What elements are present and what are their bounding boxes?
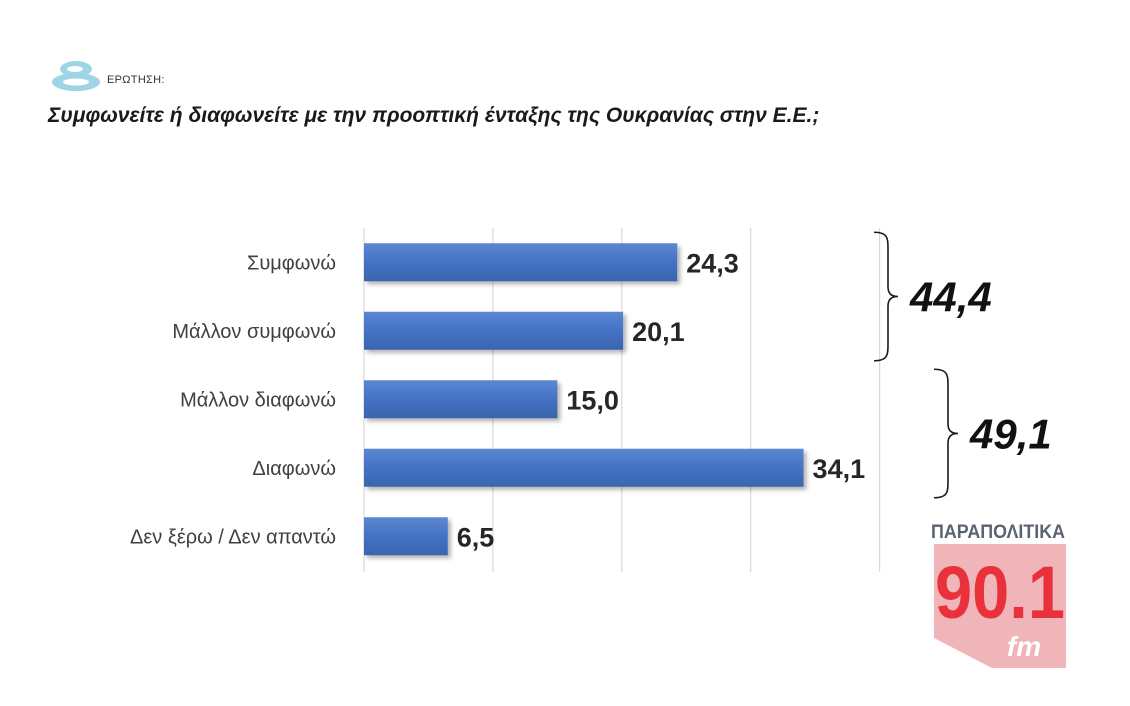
question-prefix: ΕΡΩΤΗΣΗ:	[107, 74, 165, 86]
value-label: 6,5	[457, 522, 495, 552]
category-label: Μάλλον συμφωνώ	[172, 321, 336, 343]
value-labels: 24,3 20,1 15,0 34,1 6,5	[457, 248, 865, 552]
brand-band: fm	[1007, 631, 1041, 662]
value-label: 34,1	[813, 454, 866, 484]
category-label: Συμφωνώ	[247, 252, 336, 274]
bar	[364, 448, 804, 487]
question-number-logo	[52, 61, 100, 91]
group-totals: 44,4 49,1	[873, 231, 1052, 499]
category-label: Διαφωνώ	[252, 458, 336, 480]
group-brace	[933, 368, 959, 499]
bar	[364, 517, 448, 556]
category-labels: Συμφωνώ Μάλλον συμφωνώ Μάλλον διαφωνώ Διαφω…	[130, 252, 336, 548]
group-brace	[873, 231, 899, 362]
gridlines	[363, 228, 881, 572]
group-total-label: 49,1	[969, 411, 1052, 458]
bar	[364, 380, 558, 419]
brand-name: ΠΑΡΑΠΟΛΙΤΙΚΑ	[931, 522, 1065, 543]
bars	[364, 243, 804, 556]
category-label: Δεν ξέρω / Δεν απαντώ	[130, 526, 336, 548]
group-total-label: 44,4	[909, 274, 992, 321]
value-label: 15,0	[566, 385, 619, 415]
bar	[364, 243, 678, 282]
question-title: Συμφωνείτε ή διαφωνείτε με την προοπτική…	[48, 104, 820, 127]
category-label: Μάλλον διαφωνώ	[180, 389, 336, 411]
value-label: 20,1	[632, 317, 685, 347]
brand-badge	[934, 544, 1066, 668]
brand-logo: ΠΑΡΑΠΟΛΙΤΙΚΑ 90.1 fm	[931, 522, 1066, 668]
brand-frequency: 90.1	[935, 551, 1065, 634]
value-label: 24,3	[686, 248, 739, 278]
bar	[364, 311, 624, 350]
